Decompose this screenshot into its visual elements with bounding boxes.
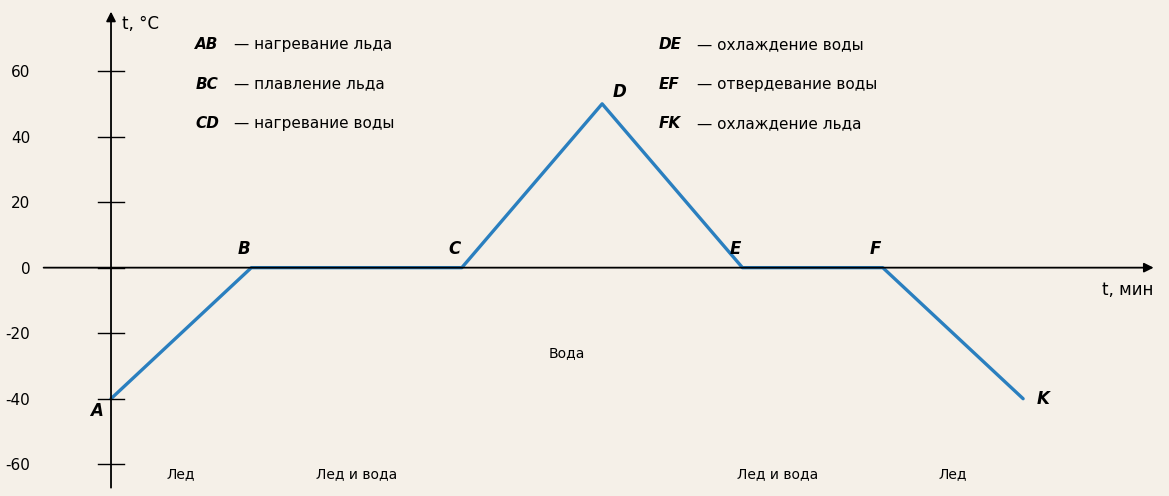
Text: Лед и вода: Лед и вода bbox=[316, 467, 397, 481]
Text: Лед: Лед bbox=[167, 467, 195, 481]
Text: — отвердевание воды: — отвердевание воды bbox=[697, 77, 877, 92]
Text: EF: EF bbox=[658, 77, 679, 92]
Text: — охлаждение льда: — охлаждение льда bbox=[697, 116, 862, 131]
Text: CD: CD bbox=[195, 116, 219, 131]
Text: A: A bbox=[90, 402, 103, 420]
Text: — нагревание воды: — нагревание воды bbox=[234, 116, 394, 131]
Text: BC: BC bbox=[195, 77, 219, 92]
Text: t, мин: t, мин bbox=[1101, 281, 1153, 299]
Text: F: F bbox=[870, 240, 881, 258]
Text: E: E bbox=[729, 240, 741, 258]
Text: — плавление льда: — плавление льда bbox=[234, 77, 385, 92]
Text: — охлаждение воды: — охлаждение воды bbox=[697, 37, 864, 53]
Text: B: B bbox=[238, 240, 250, 258]
Text: AB: AB bbox=[195, 37, 219, 53]
Text: FK: FK bbox=[658, 116, 680, 131]
Text: t, °C: t, °C bbox=[122, 15, 159, 33]
Text: — нагревание льда: — нагревание льда bbox=[234, 37, 392, 53]
Text: C: C bbox=[449, 240, 461, 258]
Text: DE: DE bbox=[658, 37, 682, 53]
Text: Лед: Лед bbox=[939, 467, 967, 481]
Text: K: K bbox=[1037, 390, 1050, 408]
Text: Вода: Вода bbox=[549, 346, 586, 360]
Text: Лед и вода: Лед и вода bbox=[736, 467, 818, 481]
Text: D: D bbox=[613, 82, 627, 101]
